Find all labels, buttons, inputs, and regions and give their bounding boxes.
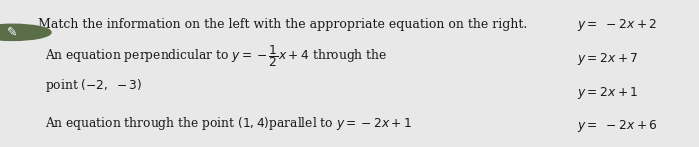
Circle shape xyxy=(0,24,51,40)
Text: $y =\ -2x+6$: $y =\ -2x+6$ xyxy=(577,118,657,134)
Text: $y = 2x+1$: $y = 2x+1$ xyxy=(577,85,638,101)
Text: point $(-2,\ -3)$: point $(-2,\ -3)$ xyxy=(45,77,143,94)
Text: ✎: ✎ xyxy=(7,26,18,39)
Text: $y = 2x+7$: $y = 2x+7$ xyxy=(577,51,638,67)
Text: An equation through the point $(1, 4)$parallel to $y = -2x + 1$: An equation through the point $(1, 4)$pa… xyxy=(45,115,412,132)
Text: Match the information on the left with the appropriate equation on the right.: Match the information on the left with t… xyxy=(38,18,528,31)
Text: $y =\ -2x+2$: $y =\ -2x+2$ xyxy=(577,17,657,33)
Text: An equation perpendicular to $y = -\dfrac{1}{2}x + 4$ through the: An equation perpendicular to $y = -\dfra… xyxy=(45,43,388,69)
